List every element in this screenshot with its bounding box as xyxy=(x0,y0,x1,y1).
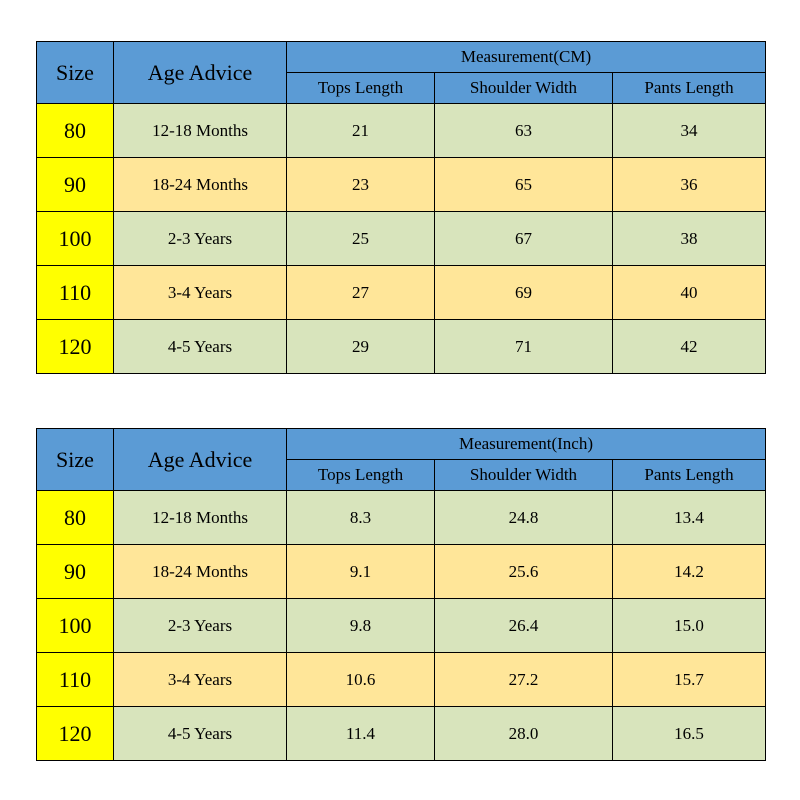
data-row: 80 12-18 Months 8.3 24.8 13.4 xyxy=(36,490,767,545)
subheader-row: Tops Length Shoulder Width Pants Length xyxy=(37,72,767,104)
data-row: 80 12-18 Months 21 63 34 xyxy=(36,103,767,158)
cell: 3-4 Years xyxy=(113,265,287,320)
cell: 15.7 xyxy=(611,652,767,707)
cell: 15.0 xyxy=(611,598,767,653)
size-cell: 90 xyxy=(36,157,114,212)
cell: 24.8 xyxy=(434,490,613,545)
subheader-row: Tops Length Shoulder Width Pants Length xyxy=(37,459,767,491)
cell: 12-18 Months xyxy=(113,490,287,545)
data-row: 90 18-24 Months 23 65 36 xyxy=(36,157,767,212)
measurement-header: Measurement(Inch) xyxy=(285,428,767,460)
cell: 9.1 xyxy=(286,544,435,599)
column-header: Tops Length xyxy=(286,72,435,104)
header-row: Size Age Advice Measurement(CM) xyxy=(36,41,767,104)
size-cell: 80 xyxy=(36,490,114,545)
cell: 27 xyxy=(286,265,435,320)
size-table: Size Age Advice Measurement(CM) Tops Length… xyxy=(36,41,767,374)
size-header: Size xyxy=(36,428,114,491)
size-cell: 100 xyxy=(36,598,114,653)
cell: 13.4 xyxy=(611,490,767,545)
cell: 21 xyxy=(286,103,435,158)
cell: 38 xyxy=(611,211,767,266)
size-cell: 90 xyxy=(36,544,114,599)
cell: 4-5 Years xyxy=(113,706,287,761)
cell: 63 xyxy=(434,103,613,158)
column-header: Shoulder Width xyxy=(434,459,613,491)
cell: 2-3 Years xyxy=(113,211,287,266)
cell: 18-24 Months xyxy=(113,157,287,212)
size-cell: 110 xyxy=(36,652,114,707)
cell: 16.5 xyxy=(611,706,767,761)
data-row: 100 2-3 Years 25 67 38 xyxy=(36,211,767,266)
cell: 69 xyxy=(434,265,613,320)
column-header: Pants Length xyxy=(611,72,767,104)
cell: 36 xyxy=(611,157,767,212)
data-row: 90 18-24 Months 9.1 25.6 14.2 xyxy=(36,544,767,599)
size-table: Size Age Advice Measurement(Inch) Tops Leng… xyxy=(36,428,767,761)
size-cell: 110 xyxy=(36,265,114,320)
cell: 67 xyxy=(434,211,613,266)
cell: 40 xyxy=(611,265,767,320)
cell: 4-5 Years xyxy=(113,319,287,374)
cell: 25 xyxy=(286,211,435,266)
data-row: 110 3-4 Years 10.6 27.2 15.7 xyxy=(36,652,767,707)
data-row: 100 2-3 Years 9.8 26.4 15.0 xyxy=(36,598,767,653)
cell: 25.6 xyxy=(434,544,613,599)
size-cell: 120 xyxy=(36,319,114,374)
cell: 65 xyxy=(434,157,613,212)
cell: 10.6 xyxy=(286,652,435,707)
cell: 29 xyxy=(286,319,435,374)
cell: 71 xyxy=(434,319,613,374)
size-header: Size xyxy=(36,41,114,104)
cell: 14.2 xyxy=(611,544,767,599)
size-cell: 100 xyxy=(36,211,114,266)
header-row: Size Age Advice Measurement(Inch) xyxy=(36,428,767,491)
size-cell: 80 xyxy=(36,103,114,158)
cell: 3-4 Years xyxy=(113,652,287,707)
data-row: 110 3-4 Years 27 69 40 xyxy=(36,265,767,320)
cell: 11.4 xyxy=(286,706,435,761)
column-header: Pants Length xyxy=(611,459,767,491)
cell: 2-3 Years xyxy=(113,598,287,653)
cell: 23 xyxy=(286,157,435,212)
cell: 26.4 xyxy=(434,598,613,653)
size-cell: 120 xyxy=(36,706,114,761)
cell: 27.2 xyxy=(434,652,613,707)
cell: 18-24 Months xyxy=(113,544,287,599)
cell: 34 xyxy=(611,103,767,158)
age-header: Age Advice xyxy=(113,428,287,491)
column-header: Tops Length xyxy=(286,459,435,491)
cell: 9.8 xyxy=(286,598,435,653)
cell: 28.0 xyxy=(434,706,613,761)
column-header: Shoulder Width xyxy=(434,72,613,104)
cell: 8.3 xyxy=(286,490,435,545)
cell: 42 xyxy=(611,319,767,374)
cell: 12-18 Months xyxy=(113,103,287,158)
data-row: 120 4-5 Years 11.4 28.0 16.5 xyxy=(36,706,767,761)
data-row: 120 4-5 Years 29 71 42 xyxy=(36,319,767,374)
age-header: Age Advice xyxy=(113,41,287,104)
measurement-header: Measurement(CM) xyxy=(285,41,767,73)
